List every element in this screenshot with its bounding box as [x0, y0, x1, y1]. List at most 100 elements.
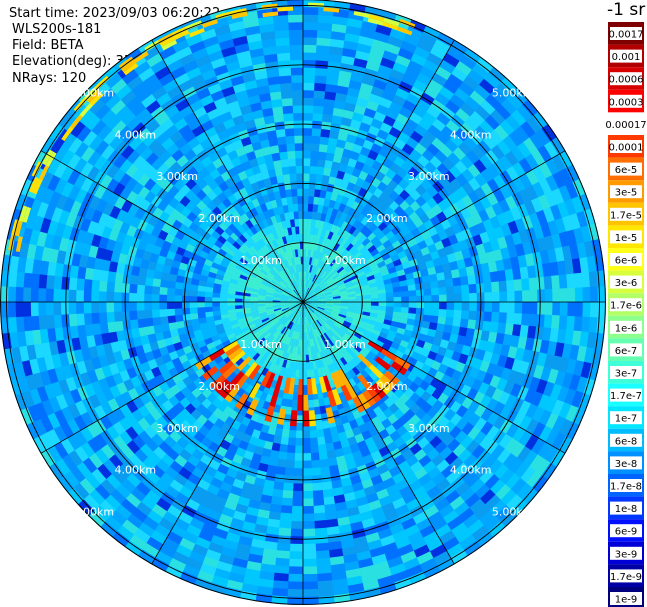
ppi-gate: [564, 259, 575, 275]
ppi-gate: [51, 353, 62, 369]
ppi-gate: [241, 329, 251, 337]
ppi-gate: [37, 301, 47, 316]
ppi-gate: [456, 258, 467, 270]
ppi-gate: [316, 308, 325, 313]
ppi-gate: [291, 513, 303, 522]
ppi-gate: [458, 81, 475, 97]
ppi-gate: [310, 302, 319, 304]
ppi-gate: [16, 256, 27, 273]
ppi-gate: [112, 350, 124, 363]
ppi-gate: [331, 160, 341, 171]
ppi-gate: [167, 315, 177, 324]
ppi-gate: [310, 346, 315, 355]
ppi-gate: [91, 312, 100, 325]
ppi-gate: [258, 570, 275, 581]
ppi-gate: [45, 314, 55, 329]
ppi-gate: [345, 330, 355, 338]
ppi-gate: [462, 181, 475, 196]
ppi-gate: [324, 322, 332, 330]
ppi-gate: [358, 257, 367, 265]
ppi-gate: [307, 271, 311, 281]
ppi-gate: [300, 302, 303, 310]
ppi-gate: [18, 241, 30, 259]
ppi-gate: [112, 530, 130, 548]
ppi-gate: [236, 196, 247, 207]
ppi-gate: [102, 458, 118, 475]
ppi-gate: [158, 517, 175, 532]
ppi-gate: [565, 404, 579, 423]
ppi-gate: [286, 345, 292, 354]
ppi-gate: [404, 398, 416, 410]
range-ring-label: 2.00km: [366, 212, 408, 225]
ppi-gate: [467, 190, 481, 204]
ppi-gate: [379, 582, 397, 595]
ppi-gate: [532, 338, 543, 353]
ppi-gate: [331, 570, 347, 581]
ppi-gate: [100, 401, 114, 416]
ppi-feature-gate: [383, 370, 400, 386]
ppi-gate: [309, 331, 313, 340]
ppi-gate: [109, 384, 122, 399]
ppi-gate: [360, 369, 370, 379]
ppi-gate: [311, 467, 322, 477]
ppi-gate: [521, 313, 531, 326]
ppi-gate: [310, 298, 319, 301]
ppi-gate: [421, 275, 431, 284]
ppi-gate: [83, 206, 96, 221]
ppi-gate: [465, 328, 476, 339]
ppi-gate: [102, 129, 118, 145]
ppi-gate: [268, 232, 276, 242]
ppi-gate: [581, 316, 591, 333]
ppi-gate: [252, 253, 261, 262]
ppi-gate: [142, 515, 159, 531]
ppi-gate: [230, 256, 240, 265]
ppi-gate: [327, 137, 338, 147]
ppi-gate: [552, 288, 561, 303]
ppi-gate: [306, 316, 311, 325]
ppi-gate: [156, 392, 169, 405]
ppi-gate: [308, 399, 315, 409]
ppi-gate: [347, 360, 356, 370]
ppi-gate: [182, 130, 197, 143]
ppi-gate: [422, 281, 432, 290]
ppi-gate: [200, 269, 210, 277]
ppi-gate: [382, 477, 396, 490]
ppi-gate: [393, 296, 402, 303]
ppi-gate: [526, 470, 542, 489]
ppi-gate: [268, 315, 277, 322]
ppi-gate: [469, 110, 486, 126]
ppi-gate: [378, 331, 389, 340]
ppi-gate: [257, 299, 266, 302]
ppi-gate: [291, 82, 304, 91]
ppi-gate: [305, 308, 310, 317]
ppi-gate: [468, 310, 478, 321]
ppi-gate: [302, 558, 317, 568]
ppi-gate: [261, 38, 277, 49]
ppi-gate: [90, 301, 100, 314]
ppi-gate: [392, 337, 403, 346]
ppi-gate: [341, 272, 350, 280]
ppi-gate: [492, 249, 504, 262]
ppi-gate: [168, 273, 178, 282]
ppi-gate: [387, 35, 404, 48]
ppi-gate: [454, 250, 465, 262]
ppi-gate: [485, 439, 500, 455]
ppi-gate: [353, 264, 363, 272]
ppi-gate: [115, 262, 126, 274]
ppi-gate: [303, 302, 309, 308]
ppi-gate: [424, 430, 438, 443]
ppi-gate: [316, 37, 331, 47]
ppi-gate: [60, 165, 74, 182]
ppi-gate: [275, 323, 283, 331]
ppi-gate: [583, 378, 596, 396]
ppi-gate: [131, 121, 147, 137]
ppi-gate: [410, 331, 421, 340]
ppi-gate: [506, 93, 523, 110]
ppi-gate: [246, 200, 256, 211]
ppi-gate: [551, 315, 561, 330]
ppi-gate: [405, 136, 419, 150]
ppi-gate: [316, 291, 325, 296]
ppi-feature-gate: [222, 364, 238, 379]
ppi-gate: [126, 149, 141, 165]
ppi-gate: [326, 526, 340, 536]
